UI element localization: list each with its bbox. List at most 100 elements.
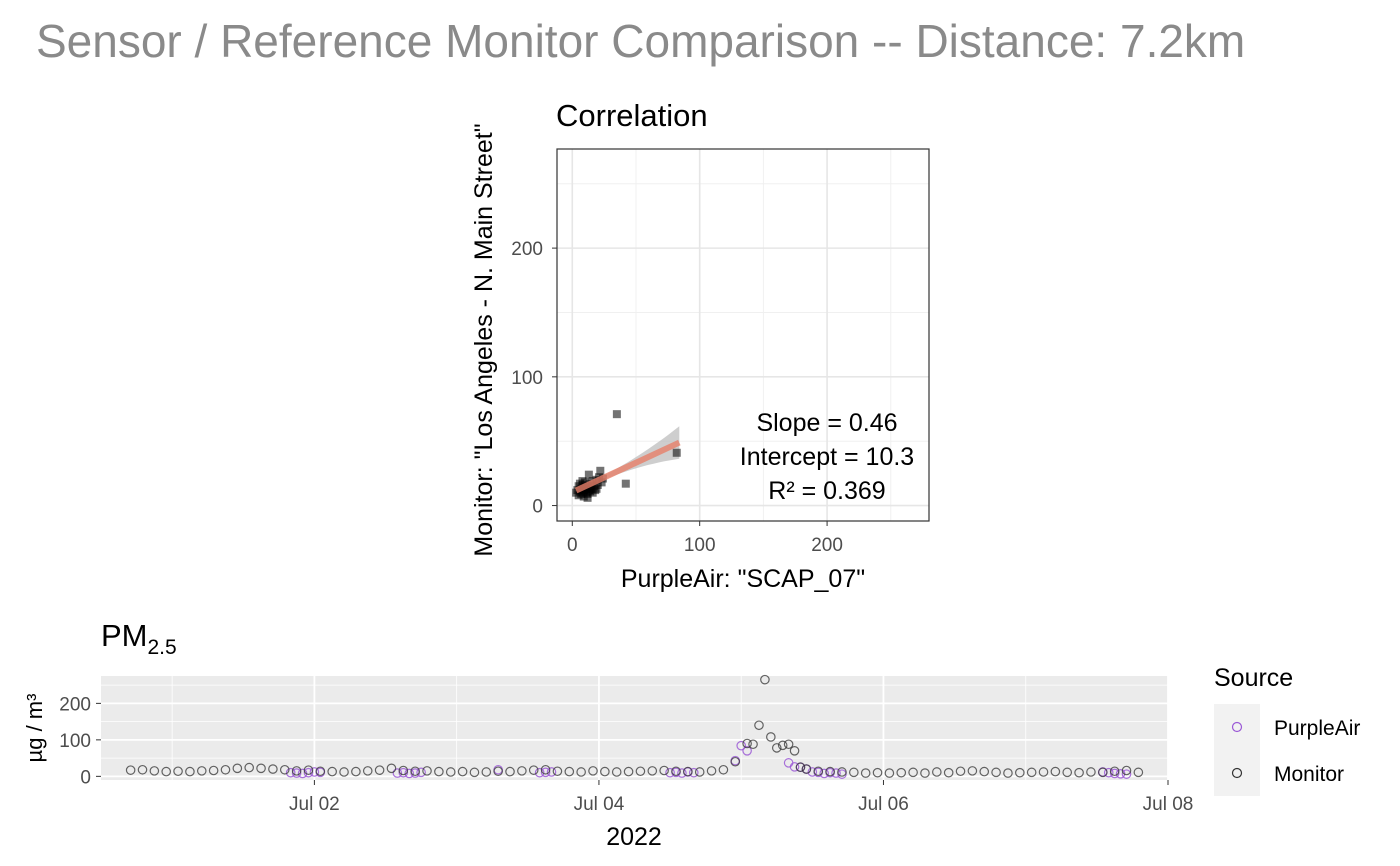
monitor-point (748, 739, 758, 750)
purpleair-point (297, 768, 308, 779)
timeseries-title: PM2.5 (101, 618, 177, 659)
monitor-point (232, 763, 243, 774)
purpleair-point (819, 768, 829, 779)
monitor-point (149, 766, 160, 776)
monitor-point (268, 764, 278, 774)
monitor-point (801, 764, 812, 774)
correlation-panel-border (556, 148, 930, 522)
corr-x-tick-label: 200 (811, 535, 843, 556)
monitor-point (932, 767, 942, 777)
purpleair-point (688, 767, 699, 778)
monitor-point (517, 766, 527, 776)
monitor-point (795, 762, 806, 773)
monitor-point (1015, 767, 1025, 778)
ts-x-tick-label: Jul 04 (574, 794, 625, 815)
monitor-point (256, 763, 266, 774)
legend-label-purpleair: PurpleAir (1274, 717, 1360, 740)
monitor-point (771, 743, 782, 753)
ts-y-tick-label: 0 (80, 767, 91, 788)
ts-x-tick-label: Jul 02 (289, 794, 340, 815)
monitor-point (564, 766, 575, 777)
monitor-point (1050, 766, 1061, 777)
monitor-point (576, 767, 586, 777)
monitor-point (908, 767, 918, 778)
legend-title: Source (1214, 664, 1293, 692)
monitor-point (410, 766, 420, 777)
monitor-point (588, 766, 598, 776)
correlation-x-axis-label: PurpleAir: "SCAP_07" (621, 565, 865, 593)
correlation-y-axis-label: Monitor: "Los Angeles - N. Main Street" (470, 123, 498, 556)
monitor-point (528, 765, 539, 775)
monitor-point (920, 768, 930, 778)
correlation-axes: 0 100 200 0 100 200 (511, 239, 843, 556)
purpleair-point (285, 767, 296, 778)
correlation-plot-background (557, 149, 929, 521)
correlation-grid (557, 149, 929, 521)
monitor-point (611, 767, 622, 777)
legend-key-monitor-bg (1214, 750, 1260, 796)
purpleair-point (831, 768, 841, 778)
monitor-point (760, 674, 770, 685)
monitor-point (552, 766, 563, 777)
monitor-point (706, 766, 717, 776)
monitor-point (1003, 768, 1013, 778)
main-title: Sensor / Reference Monitor Comparison --… (36, 15, 1246, 67)
monitor-point (173, 766, 183, 777)
timeseries-plot-background (101, 676, 1168, 780)
correlation-point (672, 448, 681, 457)
monitor-point (1026, 767, 1037, 778)
monitor-point (635, 766, 646, 777)
monitor-point (884, 768, 895, 778)
monitor-point (896, 767, 907, 778)
monitor-point (125, 765, 136, 775)
monitor-point (694, 767, 705, 777)
monitor-point (849, 767, 859, 778)
monitor-point (1086, 767, 1096, 777)
monitor-point (623, 766, 634, 777)
monitor-point (196, 766, 207, 776)
monitor-point (1121, 765, 1132, 776)
monitor-point (967, 766, 978, 776)
correlation-point (596, 466, 605, 475)
monitor-point (457, 766, 468, 777)
purpleair-point (546, 767, 557, 777)
ts-x-tick-label: Jul 06 (858, 794, 909, 815)
monitor-point (469, 767, 480, 778)
correlation-point (578, 477, 587, 486)
legend-key-monitor (1231, 767, 1243, 779)
monitor-point (185, 766, 195, 777)
regression-line (574, 439, 681, 494)
monitor-point (991, 767, 1001, 778)
purpleair-point (1103, 767, 1114, 778)
corr-y-tick-label: 100 (511, 368, 543, 389)
monitor-point (279, 764, 290, 775)
purpleair-point (1115, 768, 1126, 779)
purpleair-point (807, 767, 818, 777)
purpleair-point (309, 767, 320, 777)
monitor-point (220, 764, 231, 775)
purpleair-point (404, 768, 415, 779)
monitor-point (872, 767, 883, 778)
purpleair-point (540, 767, 551, 778)
timeseries-points (125, 674, 1144, 779)
purpleair-point (534, 767, 545, 778)
monitor-point (777, 740, 788, 751)
purpleair-point (416, 767, 426, 778)
ts-y-tick-label: 200 (59, 694, 91, 715)
monitor-point (327, 766, 337, 777)
monitor-point (493, 766, 503, 777)
monitor-point (244, 762, 254, 773)
monitor-point (540, 764, 551, 775)
monitor-point (1109, 766, 1120, 777)
correlation-point (583, 493, 592, 502)
ts-x-tick-label: Jul 08 (1143, 794, 1194, 815)
monitor-point (362, 766, 373, 776)
monitor-point (137, 764, 148, 775)
monitor-point (161, 766, 172, 777)
monitor-point (1097, 767, 1108, 778)
purpleair-point (677, 768, 687, 778)
monitor-point (600, 766, 610, 777)
timeseries-y-axis-label: µg / m³ (22, 694, 47, 763)
purpleair-point (1121, 769, 1132, 779)
corr-x-tick-label: 100 (684, 535, 716, 556)
